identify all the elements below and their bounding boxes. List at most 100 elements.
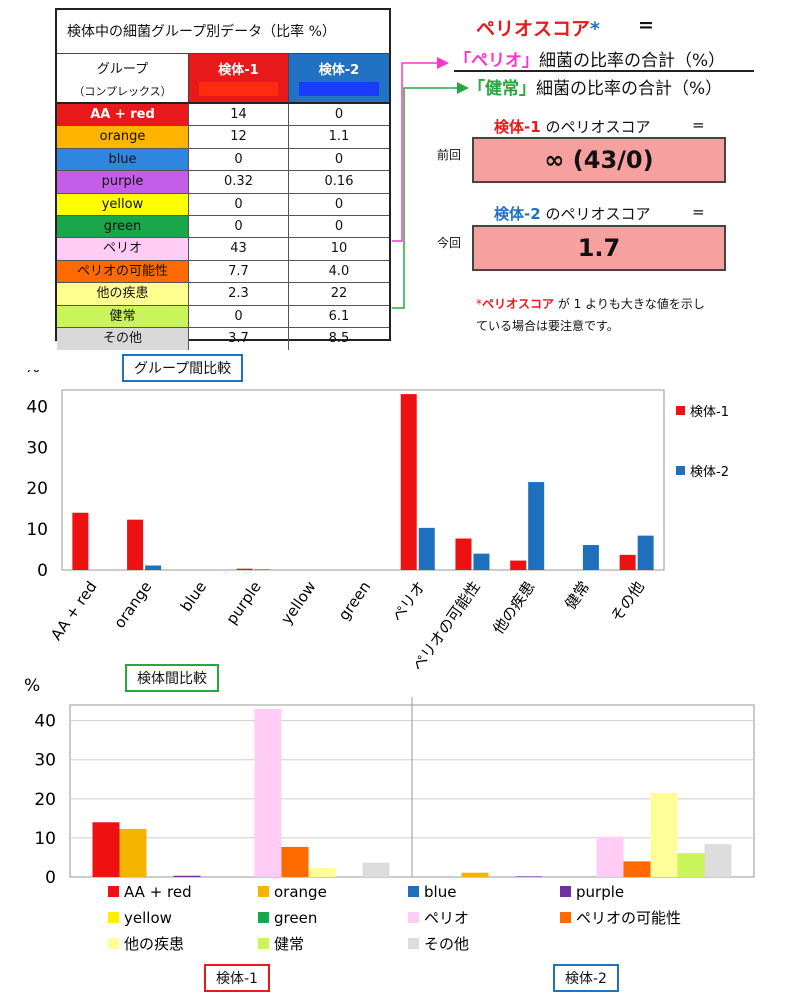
note-line1: *ペリオスコア が 1 よりも大きな値を示し	[476, 293, 705, 315]
table-title: 検体中の細菌グループ別データ（比率 %）	[57, 10, 389, 54]
table-row: 他の疾患 2.3 22	[57, 283, 389, 306]
table-row-sample1-value: 0	[189, 216, 289, 238]
chart2-sample1-tag: 検体-1	[204, 964, 270, 992]
chart1-bar	[510, 560, 527, 570]
chart2-sample2-tag: 検体-2	[553, 964, 619, 992]
chart2-legend-label: yellow	[124, 909, 172, 927]
formula-title: ペリオスコア	[476, 18, 591, 40]
chart2-y-tick: 40	[34, 712, 56, 732]
table-row: ペリオ 43 10	[57, 238, 389, 261]
chart1-bar	[619, 554, 636, 570]
denominator-bracket: 「健常」	[468, 79, 536, 99]
chart2-legend-swatch	[408, 912, 419, 923]
chart1-bar	[145, 565, 162, 570]
table-row-group-name: 他の疾患	[57, 283, 189, 305]
score1-label: 検体-1 のペリオスコア	[494, 116, 650, 137]
chart2-legend-label: 健常	[274, 935, 304, 953]
table-row-sample1-value: 43	[189, 238, 289, 260]
chart2-bar	[704, 844, 732, 877]
chart1-y-tick: 30	[26, 438, 48, 458]
chart2-bar	[623, 861, 651, 877]
table-row-sample2-value: 0	[334, 196, 344, 212]
chart2-legend-swatch	[108, 938, 119, 949]
chart1-x-tick: blue	[177, 578, 210, 615]
chart1-x-tick: purple	[222, 578, 264, 628]
chart2-legend-label: その他	[424, 935, 469, 953]
score2-value-box: 1.7	[472, 225, 726, 271]
chart1-x-tick: orange	[110, 578, 155, 632]
table-row: orange 12 1.1	[57, 126, 389, 149]
table-row-group-name: その他	[57, 328, 189, 351]
chart1-bar	[418, 527, 435, 570]
table-row-group-name: green	[57, 216, 189, 238]
table-row-sample2-value: 0	[334, 107, 344, 122]
table-row-group-name: ペリオ	[57, 238, 189, 260]
chart1-tag: グループ間比較	[122, 354, 244, 382]
note-line1-rest: が 1 よりも大きな値を示し	[554, 297, 705, 311]
chart1-bar	[455, 538, 472, 570]
chart1-legend-swatch	[676, 466, 685, 475]
chart1-y-tick: 10	[26, 520, 48, 540]
table-row-sample1-value: 12	[189, 126, 289, 148]
score2-label: 検体-2 のペリオスコア	[494, 203, 650, 224]
chart2-bar	[281, 846, 309, 877]
chart2-legend-swatch	[408, 886, 419, 897]
chart1-bar	[254, 569, 271, 570]
chart1-bar	[236, 568, 253, 570]
table-row-sample2-value: 4.0	[328, 263, 350, 279]
table-row-group-name: yellow	[57, 193, 189, 215]
formula-denominator: 「健常」細菌の比率の合計（%）	[468, 74, 722, 99]
denominator-rest: 細菌の比率の合計（%）	[536, 79, 723, 99]
chart1-y-tick: 0	[37, 561, 48, 581]
chart2-legend-label: AA + red	[124, 883, 192, 901]
table-row: purple 0.32 0.16	[57, 171, 389, 194]
note-asterisk: *	[476, 297, 482, 311]
fraction-line	[454, 70, 754, 72]
table-row-sample1-value: 0	[189, 193, 289, 215]
chart1-legend-label: 検体-1	[690, 405, 729, 420]
chart2-y-unit: %	[24, 676, 40, 696]
formula-asterisk: *	[590, 18, 600, 40]
group-header: グループ （コンプレックス）	[57, 54, 189, 104]
chart1-x-tick: green	[335, 578, 375, 624]
chart2-bar	[92, 822, 120, 877]
chart2-legend-swatch	[560, 912, 571, 923]
chart1-bar	[400, 394, 417, 570]
score2-label-rest: のペリオスコア	[540, 205, 651, 223]
chart1-legend-label: 検体-2	[690, 465, 729, 480]
chart1-bar	[473, 553, 490, 570]
table-row-sample2-value: 10	[330, 241, 348, 257]
chart1-plot-area	[61, 389, 665, 571]
score2-equals: =	[692, 203, 705, 221]
chart2-bar	[461, 872, 489, 877]
score1-value-box: ∞ (43/0)	[472, 137, 726, 183]
table-row-sample2-value: 22	[330, 286, 348, 302]
chart1-x-tick: 健常	[561, 578, 593, 613]
table-row-sample1-value: 0	[189, 305, 289, 327]
table-row-sample1-value: 0	[189, 148, 289, 171]
group-header-line2: （コンプレックス）	[73, 85, 172, 98]
formula-numerator: 「ペリオ」細菌の比率の合計（%）	[454, 46, 725, 71]
table-row: AA + red 14 0	[57, 104, 389, 127]
table-row: yellow 0 0	[57, 193, 389, 216]
table-row-group-name: blue	[57, 148, 189, 171]
chart2-legend-label: blue	[424, 883, 456, 901]
table-row-sample1-value: 2.3	[189, 283, 289, 305]
table-row: blue 0 0	[57, 148, 389, 172]
chart2-legend-label: purple	[576, 883, 624, 901]
chart2-legend-label: ペリオ	[424, 909, 469, 927]
chart1-x-tick: ペリオ	[388, 578, 429, 625]
chart1-y-tick: 40	[26, 397, 48, 417]
table-row: green 0 0	[57, 216, 389, 239]
score1-value: ∞ (43/0)	[544, 146, 654, 174]
chart2-legend-label: orange	[274, 883, 327, 901]
chart2-legend-label: green	[274, 909, 317, 927]
chart2-tag: 検体間比較	[125, 664, 219, 692]
sample2-header-label: 検体-2	[318, 63, 360, 78]
score1-equals: =	[692, 116, 705, 134]
table-row-sample2-value: 0	[334, 151, 344, 167]
table-row-group-name: ペリオの可能性	[57, 260, 189, 283]
chart2-bar	[650, 792, 678, 877]
score2-value: 1.7	[577, 234, 621, 262]
